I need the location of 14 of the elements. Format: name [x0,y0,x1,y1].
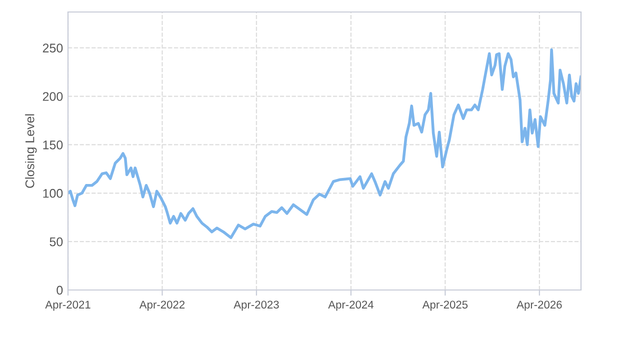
line-series [68,48,581,240]
y-tick-label: 100 [43,188,63,198]
x-tick-label: Apr-2025 [422,300,468,311]
x-tick-label: Apr-2021 [45,300,90,311]
x-tick-label: Apr-2023 [234,300,279,311]
y-tick-label: 200 [42,92,63,101]
x-tick-label: Apr-2026 [516,300,562,311]
y-axis-title: Closing Level [25,114,37,188]
y-tick-label: 150 [43,140,63,150]
x-tick-label: Apr-2022 [139,300,185,311]
y-tick-label: 250 [42,44,63,52]
y-tick-label: 0 [56,286,63,295]
x-tick-label: Apr-2024 [328,300,374,311]
y-tick-label: 50 [50,237,63,246]
